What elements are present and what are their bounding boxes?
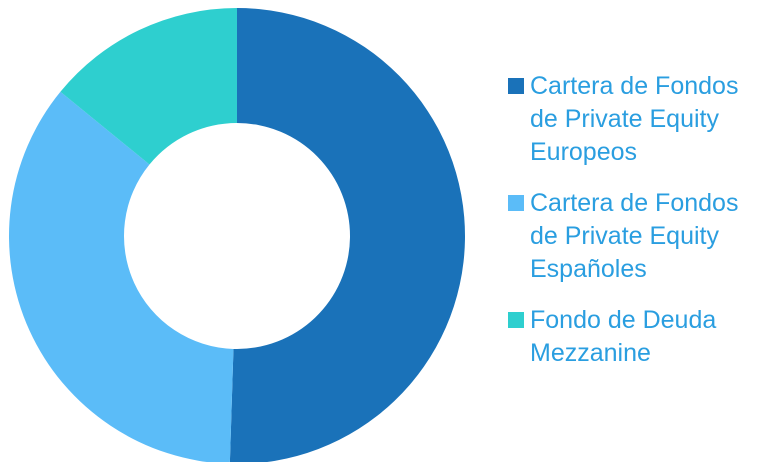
donut-slice (60, 8, 238, 165)
legend-item: Fondo de Deuda Mezzanine (508, 304, 770, 370)
donut-slice (229, 8, 465, 462)
legend-label: Cartera de Fondos de Private Equity Espa… (530, 189, 739, 283)
legend-label: Fondo de Deuda Mezzanine (530, 306, 717, 367)
legend-item: Cartera de Fondos de Private Equity Espa… (508, 187, 770, 286)
legend-swatch (508, 195, 524, 211)
donut-slice (9, 91, 234, 462)
legend-item: Cartera de Fondos de Private Equity Euro… (508, 70, 770, 169)
legend-swatch (508, 312, 524, 328)
chart (9, 8, 465, 462)
legend: Cartera de Fondos de Private Equity Euro… (508, 70, 770, 388)
legend-swatch (508, 78, 524, 94)
legend-label: Cartera de Fondos de Private Equity Euro… (530, 72, 739, 166)
